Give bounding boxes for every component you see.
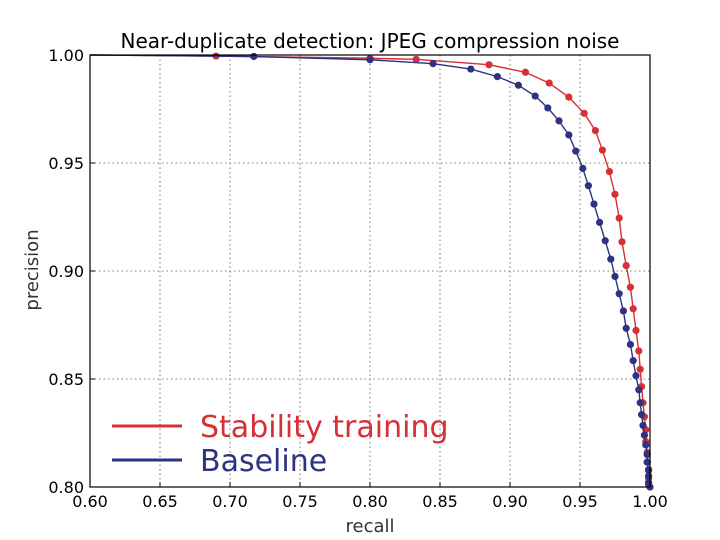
stability-training-point — [618, 238, 626, 246]
baseline-point — [626, 340, 635, 349]
baseline-point — [639, 421, 647, 430]
baseline-point — [643, 451, 651, 459]
baseline-point — [514, 81, 523, 89]
baseline-point — [629, 357, 637, 365]
legend-label-baseline: Baseline — [200, 444, 327, 479]
y-tick-label: 1.00 — [48, 46, 84, 65]
baseline-point — [643, 458, 651, 466]
stability-training-point — [636, 365, 644, 373]
x-tick-label: 0.65 — [142, 492, 178, 511]
baseline-point — [642, 441, 650, 449]
baseline-point — [584, 182, 593, 190]
legend-label-stability-training: Stability training — [200, 410, 449, 445]
baseline-point — [429, 60, 437, 68]
stability-training-point — [605, 168, 614, 176]
baseline-point — [636, 399, 644, 407]
baseline-point — [590, 200, 598, 208]
x-axis-label: recall — [345, 516, 394, 537]
stability-training-point — [626, 283, 635, 291]
stability-training-point — [485, 61, 493, 69]
baseline-point — [493, 73, 501, 81]
chart-title: Near-duplicate detection: JPEG compressi… — [121, 29, 620, 53]
baseline-point — [640, 431, 649, 439]
x-tick-label: 0.80 — [352, 492, 388, 511]
baseline-point — [645, 466, 653, 474]
stability-training-point — [521, 68, 530, 76]
stability-training-point — [615, 214, 623, 222]
stability-training-point — [565, 93, 573, 101]
y-tick-label: 0.80 — [48, 478, 84, 497]
stability-training-point — [635, 347, 643, 355]
x-tick-label: 0.75 — [282, 492, 318, 511]
baseline-point — [611, 272, 619, 280]
baseline-point — [596, 218, 604, 226]
baseline-point — [615, 290, 623, 298]
data-series — [89, 52, 654, 491]
baseline-point — [565, 131, 573, 139]
baseline-point — [555, 117, 563, 125]
stability-training-point — [580, 109, 588, 117]
baseline-point — [619, 307, 628, 315]
axis-ticks: 0.60 0.65 0.70 0.75 0.80 0.85 0.90 0.95 1.00 0.80… — [48, 46, 667, 511]
y-axis-label: precision — [22, 229, 43, 310]
baseline-point — [601, 237, 609, 245]
y-tick-label: 0.90 — [48, 262, 84, 281]
x-tick-label: 0.70 — [212, 492, 248, 511]
baseline-point — [607, 255, 615, 263]
x-tick-label: 0.90 — [492, 492, 528, 511]
stability-training-point — [629, 305, 637, 313]
x-tick-label: 0.95 — [562, 492, 598, 511]
baseline-point — [632, 372, 640, 380]
y-tick-label: 0.95 — [48, 154, 84, 173]
baseline-point — [579, 164, 587, 172]
baseline-point — [467, 65, 475, 73]
stability-training-point — [611, 190, 619, 198]
baseline-point — [531, 92, 539, 100]
y-tick-label: 0.85 — [48, 370, 84, 389]
x-tick-label: 0.60 — [72, 492, 108, 511]
baseline-point — [635, 386, 643, 394]
stability-training-point — [598, 146, 607, 154]
series-baseline — [89, 52, 654, 491]
baseline-point — [572, 147, 580, 155]
stability-training-point — [622, 262, 630, 270]
baseline-point — [622, 324, 630, 332]
stability-training-point — [412, 55, 420, 63]
plot-frame — [89, 54, 651, 488]
baseline-point — [645, 472, 653, 480]
baseline-point — [250, 52, 258, 61]
stability-training-point — [545, 79, 553, 87]
x-tick-label: 1.00 — [632, 492, 668, 511]
baseline-point — [638, 411, 646, 419]
baseline-point — [366, 56, 374, 64]
stability-training-point — [632, 326, 640, 334]
stability-training-point — [591, 127, 600, 135]
baseline-point — [544, 104, 552, 112]
x-tick-label: 0.85 — [422, 492, 458, 511]
